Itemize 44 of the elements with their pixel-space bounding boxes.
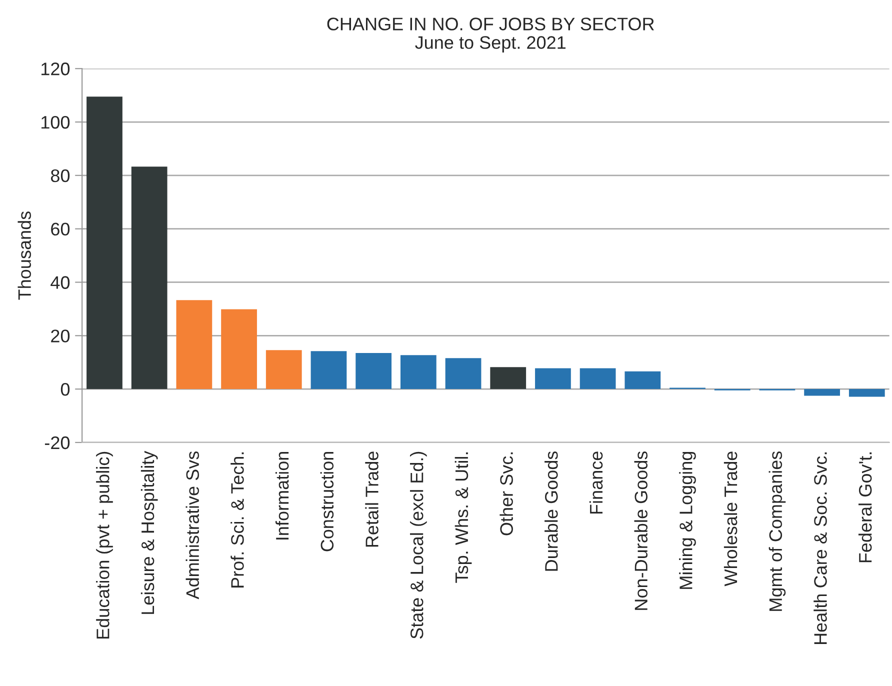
x-tick-label: Health Care & Soc. Svc. (814, 452, 827, 644)
bar (221, 309, 257, 390)
y-tick-label: 20 (51, 330, 70, 342)
x-tick-label: Durable Goods (544, 451, 558, 571)
bar (86, 96, 122, 390)
y-axis-title: Thousands (18, 212, 32, 300)
bar (356, 353, 392, 390)
x-tick-label: Federal Gov't. (858, 452, 872, 562)
x-tick-label: Education (pvt + public) (96, 452, 113, 638)
x-tick-label: Information (275, 452, 289, 540)
y-tick-label: 100 (42, 116, 70, 129)
x-tick-label: Administrative Svs (186, 451, 200, 600)
bar (848, 389, 885, 397)
bar (490, 367, 526, 390)
y-tick-label: 0 (60, 382, 70, 396)
x-tick-label: Other Svc. (500, 452, 513, 536)
bar (535, 368, 571, 390)
x-tick-label: Tsp. Whs. & Util. (454, 452, 472, 583)
y-tick-label: -20 (44, 436, 70, 450)
x-tick-label: Wholesale Trade (724, 452, 738, 586)
chart-subtitle: June to Sept. 2021 (415, 36, 566, 53)
bar (804, 389, 840, 396)
x-tick-label: State & Local (excl Ed.) (410, 452, 427, 639)
x-tick-label: Mgmt of Companies (768, 451, 786, 611)
bar (445, 358, 482, 390)
chart-title: CHANGE IN NO. OF JOBS BY SECTOR (327, 18, 654, 30)
x-tick-label: Mining & Logging (679, 452, 696, 589)
bar (266, 350, 302, 390)
x-tick-label: Finance (589, 452, 603, 514)
y-tick-label: 120 (42, 62, 70, 76)
x-tick-label: Retail Trade (365, 452, 378, 547)
y-tick-label: 80 (50, 169, 70, 182)
x-tick-label: Leisure & Hospitality (140, 450, 158, 614)
bar (131, 166, 168, 390)
bar (580, 368, 616, 390)
y-tick-label: 40 (50, 276, 70, 289)
bar (400, 355, 436, 390)
bar (176, 300, 212, 390)
x-tick-label: Prof. Sci. & Tech. (230, 452, 244, 588)
y-tick-label: 60 (51, 222, 70, 236)
bar (310, 351, 347, 390)
bar (624, 371, 661, 390)
x-tick-label: Non-Durable Goods (634, 451, 648, 610)
x-tick-label: Construction (320, 452, 334, 552)
